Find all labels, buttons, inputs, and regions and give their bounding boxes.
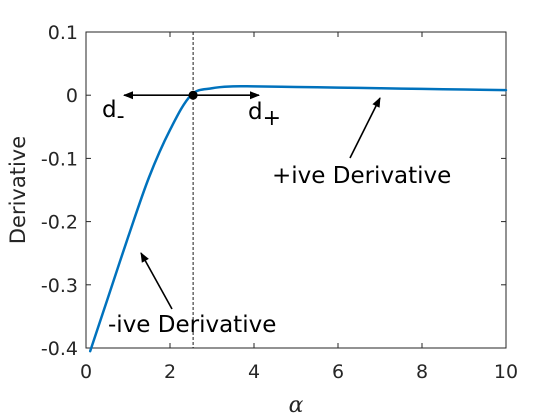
x-tick-label: 4 bbox=[248, 361, 260, 383]
x-axis-ticks: 0 2 4 6 8 10 bbox=[80, 32, 518, 383]
negative-derivative-arrow bbox=[140, 252, 173, 310]
positive-derivative-label: +ive Derivative bbox=[272, 163, 451, 189]
y-tick-label: -0.3 bbox=[41, 275, 78, 297]
d-minus-label: d- bbox=[102, 97, 125, 129]
x-tick-label: 0 bbox=[80, 361, 92, 383]
x-tick-label: 10 bbox=[494, 361, 518, 383]
y-tick-label: 0 bbox=[66, 85, 78, 107]
y-tick-label: -0.1 bbox=[41, 148, 78, 170]
y-tick-label: -0.2 bbox=[41, 212, 78, 234]
negative-derivative-label: -ive Derivative bbox=[108, 312, 276, 338]
y-tick-label: -0.4 bbox=[41, 338, 78, 360]
positive-derivative-arrow bbox=[349, 97, 381, 159]
y-tick-label: 0.1 bbox=[48, 22, 78, 44]
zero-crossing-marker bbox=[188, 90, 198, 100]
derivative-curve bbox=[88, 84, 508, 353]
y-axis-label: Derivative bbox=[6, 136, 30, 244]
x-tick-label: 6 bbox=[332, 361, 344, 383]
x-tick-label: 8 bbox=[416, 361, 428, 383]
y-axis-ticks: 0.1 0 -0.1 -0.2 -0.3 -0.4 bbox=[41, 22, 506, 360]
x-axis-label: α bbox=[289, 393, 304, 418]
x-tick-label: 2 bbox=[164, 361, 176, 383]
plot-frame bbox=[85, 31, 507, 349]
d-plus-label: d+ bbox=[248, 99, 281, 131]
